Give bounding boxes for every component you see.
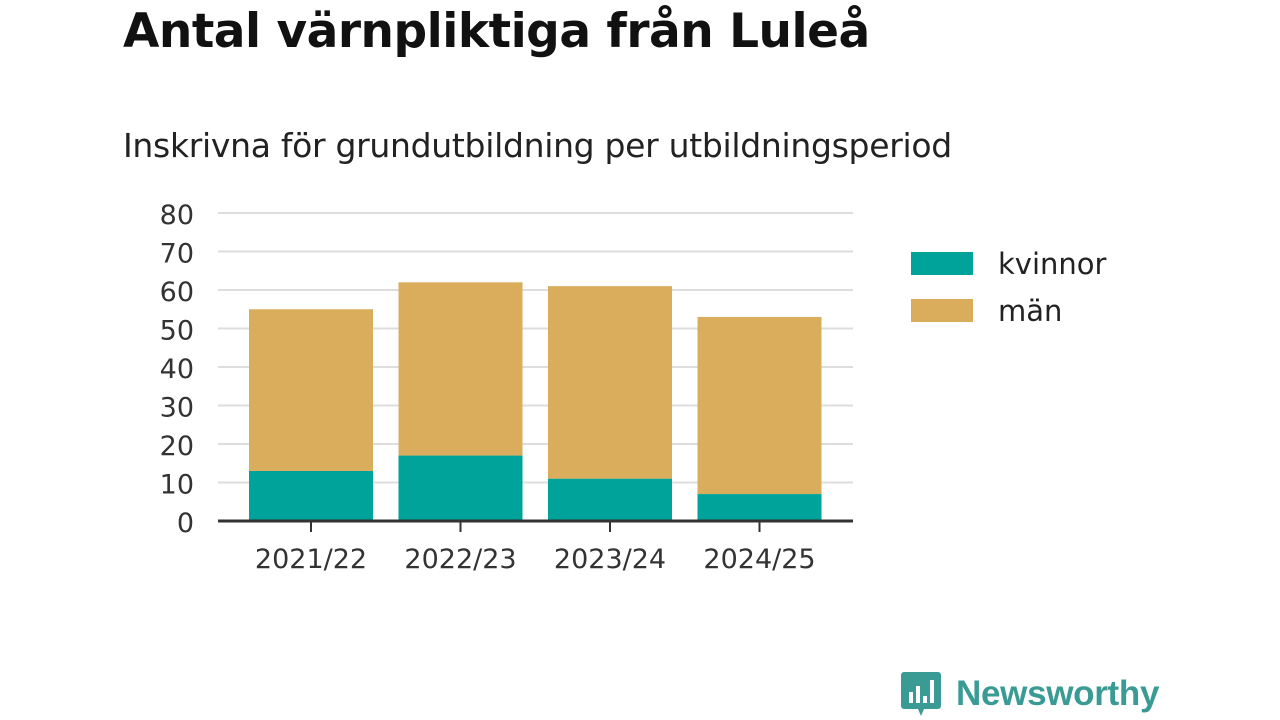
y-tick-label: 10 [160, 470, 194, 501]
y-tick-label: 70 [160, 239, 194, 270]
y-tick-label: 60 [160, 277, 194, 308]
legend-label-kvinnor: kvinnor [998, 246, 1107, 281]
chart-title: Antal värnpliktiga från Luleå [123, 4, 870, 59]
y-tick-label: 0 [177, 508, 194, 539]
bar-man [398, 282, 523, 456]
legend-label-man: män [998, 293, 1063, 328]
bar-chart-logo-icon [901, 672, 941, 716]
bar-man [548, 286, 672, 479]
legend: kvinnor män [911, 240, 1106, 334]
x-tick-label: 2024/25 [703, 544, 815, 575]
bar-kvinnor [398, 455, 523, 521]
y-tick-label: 20 [160, 431, 194, 462]
legend-swatch-kvinnor [911, 252, 973, 275]
y-tick-label: 30 [160, 393, 194, 424]
bar-kvinnor [697, 494, 822, 521]
y-tick-label: 80 [160, 200, 194, 231]
bar-kvinnor [249, 470, 373, 521]
x-tick-label: 2021/22 [255, 544, 367, 575]
brand-name: Newsworthy [956, 674, 1160, 713]
chart-subtitle: Inskrivna för grundutbildning per utbild… [123, 126, 952, 165]
bar-man [697, 316, 822, 495]
bar-kvinnor [548, 478, 672, 521]
y-tick-label: 40 [160, 354, 194, 385]
y-tick-label: 50 [160, 316, 194, 347]
x-tick-label: 2023/24 [554, 544, 666, 575]
bar-man [249, 309, 373, 471]
newsworthy-logo: Newsworthy [900, 670, 1159, 718]
legend-item-kvinnor: kvinnor [911, 240, 1106, 287]
x-tick-label: 2022/23 [404, 544, 516, 575]
legend-item-man: män [911, 287, 1106, 334]
legend-swatch-man [911, 299, 973, 322]
